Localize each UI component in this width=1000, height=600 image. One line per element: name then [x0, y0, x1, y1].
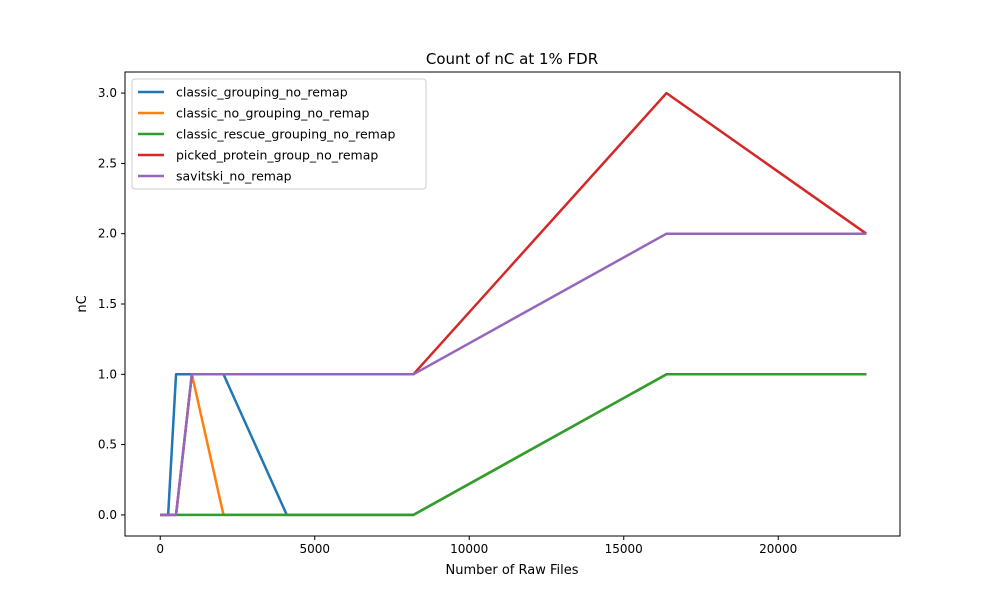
legend-label: classic_rescue_grouping_no_remap — [176, 127, 396, 142]
x-tick-label: 20000 — [759, 542, 797, 556]
series-line-classic-no-grouping-no-remap — [160, 373, 867, 517]
legend-label: savitski_no_remap — [176, 169, 292, 184]
y-tick-label: 0.0 — [98, 508, 117, 522]
chart-title: Count of nC at 1% FDR — [426, 50, 598, 68]
y-axis-label: nC — [75, 295, 90, 312]
y-tick-label: 0.5 — [98, 438, 117, 452]
y-tick-label: 1.0 — [98, 367, 117, 381]
y-tick-label: 2.5 — [98, 156, 117, 170]
y-tick-label: 2.0 — [98, 227, 117, 241]
series-line-classic-rescue-grouping-no-remap — [160, 373, 867, 517]
legend-box — [131, 78, 427, 190]
x-axis: 0 5000 10000 15000 20000 — [156, 536, 797, 556]
y-axis: 0.0 0.5 1.0 1.5 2.0 2.5 3.0 — [98, 86, 125, 522]
x-tick-label: 5000 — [299, 542, 330, 556]
x-tick-label: 10000 — [450, 542, 488, 556]
x-axis-label: Number of Raw Files — [445, 563, 578, 578]
legend-label: classic_grouping_no_remap — [176, 85, 348, 100]
series-line-classic-grouping-no-remap — [160, 373, 867, 517]
y-tick-label: 3.0 — [98, 86, 117, 100]
y-tick-label: 1.5 — [98, 297, 117, 311]
x-tick-label: 15000 — [605, 542, 643, 556]
series-line-savitski-no-remap — [160, 232, 867, 517]
legend-label: picked_protein_group_no_remap — [176, 148, 378, 163]
legend: classic_grouping_no_remap classic_no_grou… — [131, 78, 427, 190]
x-tick-label: 0 — [156, 542, 164, 556]
legend-label: classic_no_grouping_no_remap — [176, 106, 370, 121]
series-layer — [160, 91, 868, 517]
